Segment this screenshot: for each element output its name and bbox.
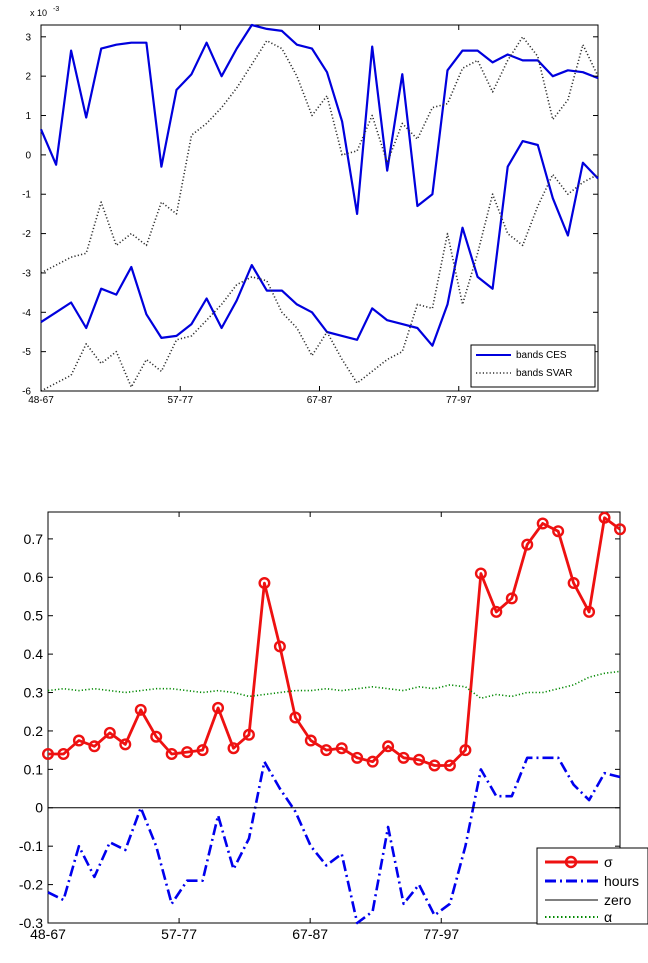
y-tick-label: 0.4 — [24, 646, 44, 662]
series-point-series — [490, 605, 503, 618]
bottom-chart-x-ticks: 48-67 57-77 67-87 77-97 — [30, 512, 459, 942]
y-tick-label: -0.3 — [19, 915, 43, 931]
y-tick-label: -0.1 — [19, 838, 43, 854]
legend-label-alpha: α — [604, 909, 612, 925]
series-point-series — [335, 742, 348, 755]
series-point-series — [474, 567, 487, 580]
y-tick-label: 0.2 — [24, 723, 44, 739]
top-chart-y-ticks: 3 2 1 0 -1 -2 -3 -4 -5 -6 — [22, 32, 598, 398]
series-point-series — [505, 592, 518, 605]
x-tick-label: 67-87 — [292, 926, 328, 942]
series-point-series — [212, 701, 225, 714]
top-chart-series — [39, 23, 599, 392]
x-tick-label: 48-67 — [28, 395, 54, 406]
series-point-series — [42, 747, 55, 760]
series-point-series — [552, 525, 565, 538]
y-tick-label: -5 — [22, 347, 31, 358]
top-chart-legend-box — [470, 344, 596, 388]
legend-label-zero: zero — [604, 892, 631, 908]
legend-label-bands-ces: bands CES — [516, 350, 567, 361]
series-line-series — [48, 516, 621, 767]
top-chart-exponent-power: -3 — [53, 6, 59, 13]
series-point-series — [614, 523, 627, 536]
bottom-chart: 0.7 0.6 0.5 0.4 0.3 0.2 0.1 0 -0.1 -0.2 -0.3 48-67… — [19, 511, 648, 942]
series-point-series — [72, 734, 85, 747]
series-line-bands-ces-lower — [40, 140, 599, 347]
series-line-bands-svar-upper — [40, 36, 599, 274]
y-tick-label: 0.6 — [24, 569, 44, 585]
series-point-series — [150, 730, 163, 743]
y-tick-label: -2 — [22, 229, 31, 240]
series-line-series — [47, 670, 621, 700]
legend-marker-sigma — [564, 855, 578, 869]
series-point-series — [103, 726, 116, 739]
legend-label-sigma: σ — [604, 854, 613, 870]
x-tick-label: 57-77 — [161, 926, 197, 942]
series-point-series — [181, 746, 194, 759]
series-point-series — [304, 734, 317, 747]
series-point-series — [119, 738, 132, 751]
series-point-series — [536, 517, 549, 530]
series-point-series — [567, 577, 580, 590]
series-point-series — [397, 751, 410, 764]
series-point-series — [57, 747, 70, 760]
series-line-bands-svar-lower — [40, 173, 599, 392]
bottom-chart-y-ticks: 0.7 0.6 0.5 0.4 0.3 0.2 0.1 0 -0.1 -0.2 -0.3 — [19, 531, 620, 931]
series-point-series — [583, 605, 596, 618]
x-tick-label: 57-77 — [167, 395, 193, 406]
y-tick-label: -0.2 — [19, 876, 43, 892]
series-point-series — [382, 740, 395, 753]
top-chart-axes-box — [40, 24, 599, 392]
series-point-series — [366, 755, 379, 768]
series-point-series — [413, 753, 426, 766]
series-point-series — [428, 759, 441, 772]
legend-label-bands-svar: bands SVAR — [516, 368, 573, 379]
y-tick-label: 0.3 — [24, 684, 44, 700]
series-point-series — [227, 742, 240, 755]
y-tick-label: 0 — [25, 150, 31, 161]
y-tick-label: 0.5 — [24, 608, 44, 624]
series-point-series — [273, 640, 286, 653]
series-point-series — [320, 744, 333, 757]
top-chart: 3 2 1 0 -1 -2 -3 -4 -5 -6 48-67 57-77 67-87 77-97 x … — [22, 6, 599, 406]
y-tick-label: 0.7 — [24, 531, 44, 547]
series-point-series — [521, 538, 534, 551]
series-line-bands-ces-upper — [39, 23, 599, 215]
y-tick-label: -1 — [22, 190, 31, 201]
x-tick-label: 77-97 — [423, 926, 459, 942]
series-point-series — [242, 728, 255, 741]
top-chart-legend: bands CES bands SVAR — [470, 344, 596, 388]
series-point-series — [443, 759, 456, 772]
y-tick-label: 3 — [25, 32, 31, 43]
x-tick-label: 77-97 — [446, 395, 472, 406]
series-point-series — [598, 511, 611, 524]
x-tick-label: 48-67 — [30, 926, 66, 942]
y-tick-label: 1 — [25, 111, 31, 122]
legend-label-hours: hours — [604, 873, 639, 889]
series-point-series — [134, 703, 147, 716]
series-point-series — [289, 711, 302, 724]
series-point-series — [165, 747, 178, 760]
series-point-series — [258, 577, 271, 590]
y-tick-label: 0 — [35, 800, 43, 816]
y-tick-label: -3 — [22, 268, 31, 279]
series-point-series — [88, 740, 101, 753]
top-chart-x-ticks: 48-67 57-77 67-87 77-97 — [28, 25, 472, 406]
series-point-series — [459, 744, 472, 757]
series-point-series — [351, 751, 364, 764]
top-chart-exponent-label: x 10 — [30, 8, 47, 18]
y-tick-label: -4 — [22, 308, 31, 319]
bottom-chart-series — [42, 511, 627, 925]
y-tick-label: 0.1 — [24, 761, 44, 777]
bottom-chart-legend: σ hours zero α — [536, 847, 648, 925]
series-point-series — [196, 744, 209, 757]
series-line-hours — [47, 756, 621, 925]
y-tick-label: -6 — [22, 387, 31, 398]
x-tick-label: 67-87 — [307, 395, 333, 406]
y-tick-label: 2 — [25, 72, 31, 83]
bottom-chart-axes-box — [47, 511, 621, 924]
